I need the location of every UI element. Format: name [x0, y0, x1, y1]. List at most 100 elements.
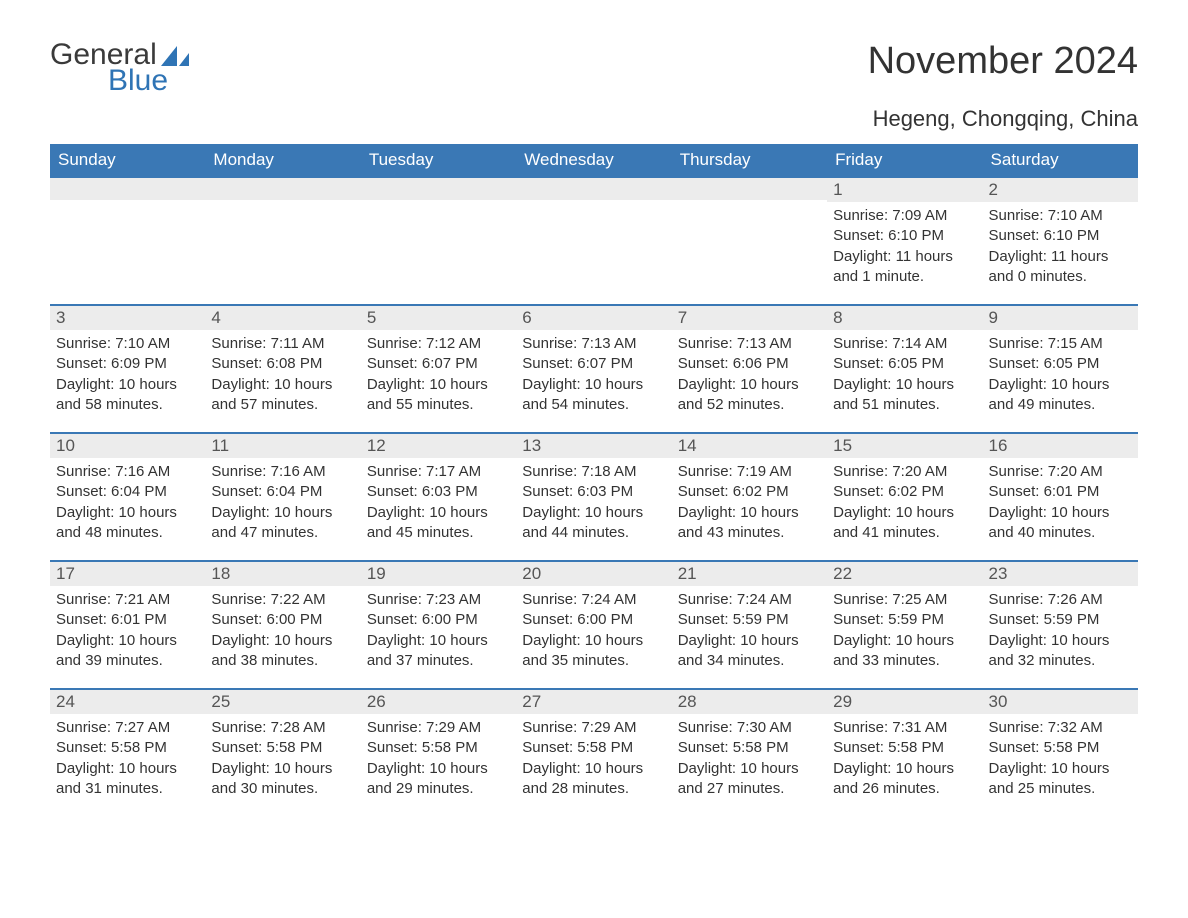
calendar-cell: 5Sunrise: 7:12 AMSunset: 6:07 PMDaylight…: [361, 304, 516, 432]
sunrise-line: Sunrise: 7:18 AM: [522, 462, 665, 482]
day-number: 13: [516, 432, 671, 458]
calendar-cell: 1Sunrise: 7:09 AMSunset: 6:10 PMDaylight…: [827, 176, 982, 304]
calendar-cell: [205, 176, 360, 304]
day-number: 15: [827, 432, 982, 458]
sunset-line: Sunset: 6:03 PM: [522, 482, 665, 502]
sunrise-line: Sunrise: 7:28 AM: [211, 718, 354, 738]
calendar-cell: 24Sunrise: 7:27 AMSunset: 5:58 PMDayligh…: [50, 688, 205, 816]
daylight-line: Daylight: 10 hours and 28 minutes.: [522, 759, 665, 800]
calendar-row: 3Sunrise: 7:10 AMSunset: 6:09 PMDaylight…: [50, 304, 1138, 432]
day-number: 14: [672, 432, 827, 458]
sunrise-line: Sunrise: 7:26 AM: [989, 590, 1132, 610]
day-number: 17: [50, 560, 205, 586]
day-number: 22: [827, 560, 982, 586]
calendar-cell: [361, 176, 516, 304]
daylight-line: Daylight: 10 hours and 37 minutes.: [367, 631, 510, 672]
daylight-line: Daylight: 10 hours and 40 minutes.: [989, 503, 1132, 544]
sunset-line: Sunset: 6:04 PM: [56, 482, 199, 502]
calendar-row: 10Sunrise: 7:16 AMSunset: 6:04 PMDayligh…: [50, 432, 1138, 560]
day-number: 23: [983, 560, 1138, 586]
day-number: 8: [827, 304, 982, 330]
day-details: Sunrise: 7:13 AMSunset: 6:06 PMDaylight:…: [672, 330, 827, 423]
day-number: 11: [205, 432, 360, 458]
sunset-line: Sunset: 6:02 PM: [678, 482, 821, 502]
day-details: Sunrise: 7:18 AMSunset: 6:03 PMDaylight:…: [516, 458, 671, 551]
calendar-cell: [516, 176, 671, 304]
calendar-cell: 9Sunrise: 7:15 AMSunset: 6:05 PMDaylight…: [983, 304, 1138, 432]
day-number-bar: [516, 176, 671, 200]
calendar-cell: 23Sunrise: 7:26 AMSunset: 5:59 PMDayligh…: [983, 560, 1138, 688]
calendar-cell: 16Sunrise: 7:20 AMSunset: 6:01 PMDayligh…: [983, 432, 1138, 560]
weekday-header: Tuesday: [361, 144, 516, 176]
calendar-cell: 8Sunrise: 7:14 AMSunset: 6:05 PMDaylight…: [827, 304, 982, 432]
calendar-row: 17Sunrise: 7:21 AMSunset: 6:01 PMDayligh…: [50, 560, 1138, 688]
day-number: 25: [205, 688, 360, 714]
day-details: Sunrise: 7:16 AMSunset: 6:04 PMDaylight:…: [205, 458, 360, 551]
sunrise-line: Sunrise: 7:32 AM: [989, 718, 1132, 738]
day-details: Sunrise: 7:26 AMSunset: 5:59 PMDaylight:…: [983, 586, 1138, 679]
sunset-line: Sunset: 6:05 PM: [989, 354, 1132, 374]
day-details: Sunrise: 7:11 AMSunset: 6:08 PMDaylight:…: [205, 330, 360, 423]
daylight-line: Daylight: 10 hours and 32 minutes.: [989, 631, 1132, 672]
day-details: Sunrise: 7:20 AMSunset: 6:02 PMDaylight:…: [827, 458, 982, 551]
day-details: Sunrise: 7:19 AMSunset: 6:02 PMDaylight:…: [672, 458, 827, 551]
sunrise-line: Sunrise: 7:17 AM: [367, 462, 510, 482]
daylight-line: Daylight: 10 hours and 58 minutes.: [56, 375, 199, 416]
day-number: 28: [672, 688, 827, 714]
day-details: Sunrise: 7:12 AMSunset: 6:07 PMDaylight:…: [361, 330, 516, 423]
day-number: 27: [516, 688, 671, 714]
sunset-line: Sunset: 5:58 PM: [56, 738, 199, 758]
calendar-cell: 7Sunrise: 7:13 AMSunset: 6:06 PMDaylight…: [672, 304, 827, 432]
sunset-line: Sunset: 6:08 PM: [211, 354, 354, 374]
day-details: Sunrise: 7:10 AMSunset: 6:10 PMDaylight:…: [983, 202, 1138, 295]
day-number: 24: [50, 688, 205, 714]
calendar-cell: 10Sunrise: 7:16 AMSunset: 6:04 PMDayligh…: [50, 432, 205, 560]
day-number: 29: [827, 688, 982, 714]
daylight-line: Daylight: 10 hours and 33 minutes.: [833, 631, 976, 672]
weekday-header: Wednesday: [516, 144, 671, 176]
weekday-header: Thursday: [672, 144, 827, 176]
sunset-line: Sunset: 6:00 PM: [211, 610, 354, 630]
sunset-line: Sunset: 6:00 PM: [522, 610, 665, 630]
day-number: 10: [50, 432, 205, 458]
day-number: 2: [983, 176, 1138, 202]
calendar-cell: 18Sunrise: 7:22 AMSunset: 6:00 PMDayligh…: [205, 560, 360, 688]
calendar-cell: 17Sunrise: 7:21 AMSunset: 6:01 PMDayligh…: [50, 560, 205, 688]
day-details: Sunrise: 7:10 AMSunset: 6:09 PMDaylight:…: [50, 330, 205, 423]
calendar-cell: 15Sunrise: 7:20 AMSunset: 6:02 PMDayligh…: [827, 432, 982, 560]
calendar-cell: 4Sunrise: 7:11 AMSunset: 6:08 PMDaylight…: [205, 304, 360, 432]
day-details: Sunrise: 7:09 AMSunset: 6:10 PMDaylight:…: [827, 202, 982, 295]
day-details: Sunrise: 7:21 AMSunset: 6:01 PMDaylight:…: [50, 586, 205, 679]
sunrise-line: Sunrise: 7:22 AM: [211, 590, 354, 610]
sunrise-line: Sunrise: 7:31 AM: [833, 718, 976, 738]
day-number-bar: [672, 176, 827, 200]
day-number-bar: [361, 176, 516, 200]
day-details: Sunrise: 7:24 AMSunset: 5:59 PMDaylight:…: [672, 586, 827, 679]
day-number: 18: [205, 560, 360, 586]
weekday-header: Friday: [827, 144, 982, 176]
day-number: 20: [516, 560, 671, 586]
sunrise-line: Sunrise: 7:13 AM: [678, 334, 821, 354]
day-details: Sunrise: 7:29 AMSunset: 5:58 PMDaylight:…: [516, 714, 671, 807]
day-details: Sunrise: 7:17 AMSunset: 6:03 PMDaylight:…: [361, 458, 516, 551]
day-number-bar: [205, 176, 360, 200]
sunrise-line: Sunrise: 7:20 AM: [833, 462, 976, 482]
day-details: Sunrise: 7:16 AMSunset: 6:04 PMDaylight:…: [50, 458, 205, 551]
daylight-line: Daylight: 10 hours and 49 minutes.: [989, 375, 1132, 416]
daylight-line: Daylight: 10 hours and 54 minutes.: [522, 375, 665, 416]
sunset-line: Sunset: 5:59 PM: [989, 610, 1132, 630]
sunset-line: Sunset: 5:58 PM: [989, 738, 1132, 758]
brand-text-blue: Blue: [108, 66, 168, 96]
daylight-line: Daylight: 10 hours and 30 minutes.: [211, 759, 354, 800]
sunrise-line: Sunrise: 7:19 AM: [678, 462, 821, 482]
daylight-line: Daylight: 10 hours and 41 minutes.: [833, 503, 976, 544]
day-number: 7: [672, 304, 827, 330]
sunrise-line: Sunrise: 7:11 AM: [211, 334, 354, 354]
daylight-line: Daylight: 10 hours and 35 minutes.: [522, 631, 665, 672]
sunset-line: Sunset: 6:05 PM: [833, 354, 976, 374]
sunrise-line: Sunrise: 7:10 AM: [56, 334, 199, 354]
sunrise-line: Sunrise: 7:13 AM: [522, 334, 665, 354]
daylight-line: Daylight: 11 hours and 0 minutes.: [989, 247, 1132, 288]
sunrise-line: Sunrise: 7:21 AM: [56, 590, 199, 610]
daylight-line: Daylight: 10 hours and 31 minutes.: [56, 759, 199, 800]
